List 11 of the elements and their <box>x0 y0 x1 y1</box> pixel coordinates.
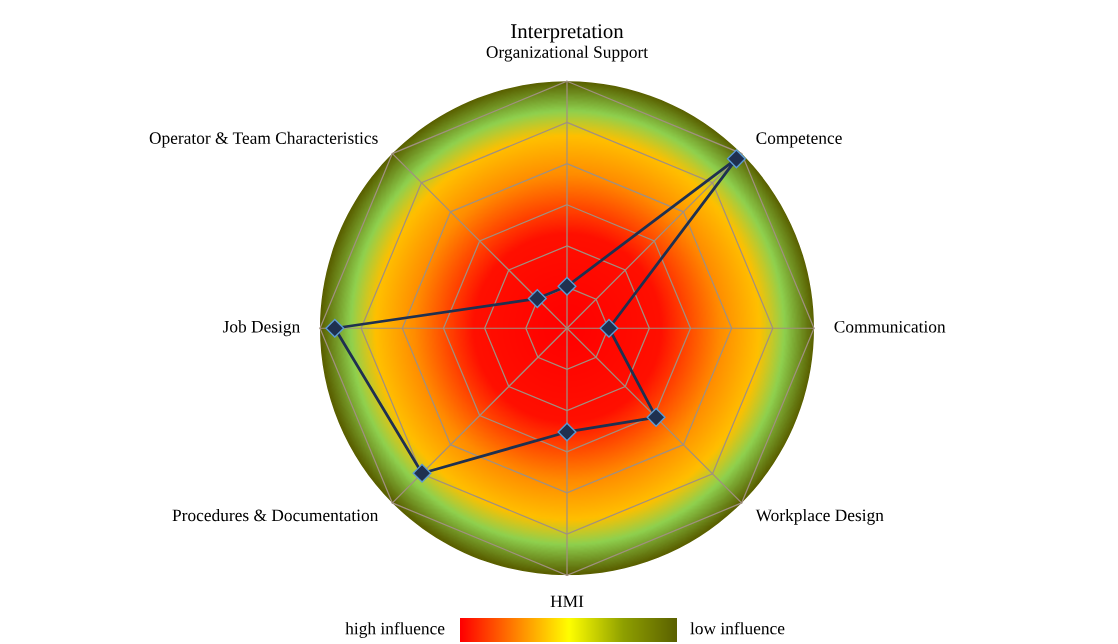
spoke-label: HMI <box>550 595 584 608</box>
text: low influence <box>690 621 785 635</box>
chart-title: Interpretation <box>511 24 624 43</box>
text: high influence <box>345 622 445 638</box>
spoke-label: Competence <box>756 132 842 148</box>
spoke-label: Workplace Design <box>755 508 884 525</box>
spoke-label: Job Design <box>222 320 300 337</box>
spoke-label: Communication <box>834 320 946 333</box>
spoke-label: Procedures & Documentation <box>172 509 379 522</box>
spoke-label: Operator & Team Characteristics <box>149 131 378 148</box>
spoke-label: Organizational Support <box>486 45 648 62</box>
